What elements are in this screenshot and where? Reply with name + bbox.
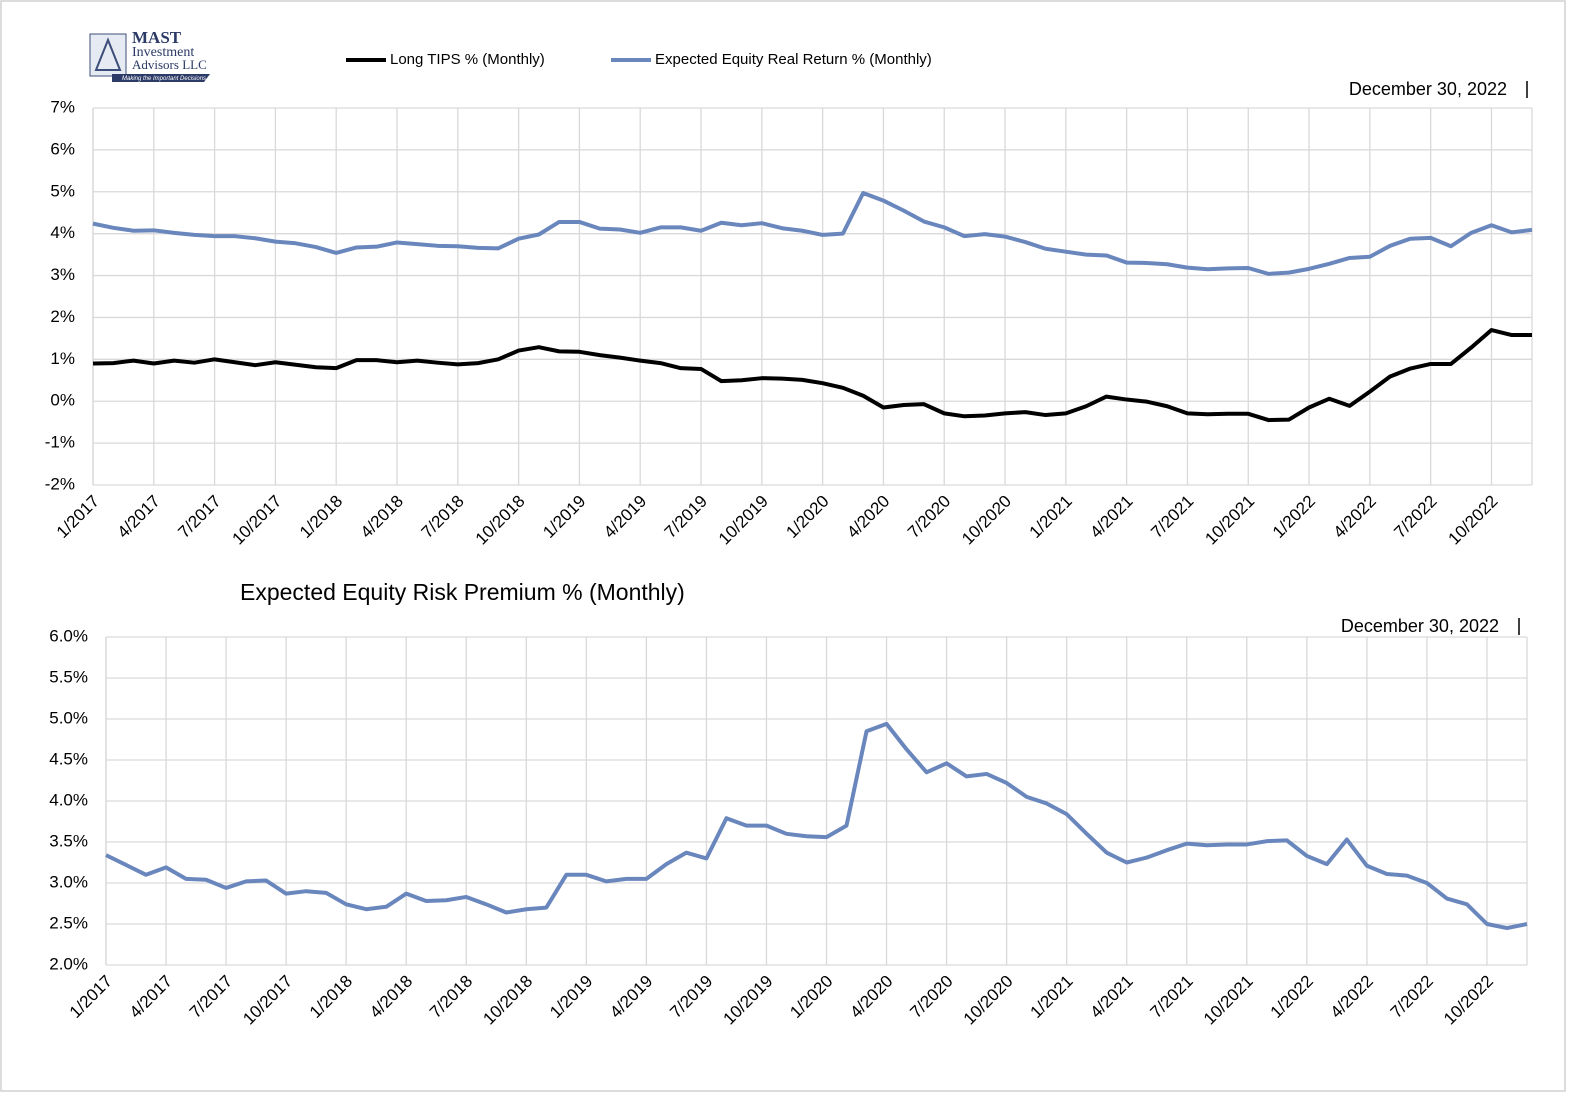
y-tick-label: 5% xyxy=(50,181,75,200)
logo-line: Investment xyxy=(132,45,194,60)
y-tick-label: 5.0% xyxy=(49,708,88,727)
y-tick-label: 2.0% xyxy=(49,954,88,973)
legend-label: Expected Equity Real Return % (Monthly) xyxy=(655,51,932,68)
logo-name: MAST xyxy=(132,28,182,47)
y-tick-label: 0% xyxy=(50,391,75,410)
y-tick-label: 4.0% xyxy=(49,790,88,809)
y-tick-label: 6.0% xyxy=(49,626,88,645)
y-tick-label: -2% xyxy=(45,474,75,493)
logo-ship xyxy=(94,37,122,71)
y-tick-label: -1% xyxy=(45,433,75,452)
logo-tagline: Making the Important Decisions xyxy=(122,76,206,82)
logo-banner xyxy=(112,74,210,82)
annotation: December 30, 2022 xyxy=(1341,616,1499,636)
y-tick-label: 1% xyxy=(50,349,75,368)
y-tick-label: 6% xyxy=(50,139,75,158)
series-line xyxy=(92,328,1532,423)
y-tick-label: 4.5% xyxy=(49,749,88,768)
frame xyxy=(0,0,1566,1092)
logo-line: Advisors LLC xyxy=(132,57,207,72)
chart-title: Expected Equity Risk Premium % (Monthly) xyxy=(240,579,685,605)
y-tick-label: 4% xyxy=(50,223,75,242)
series-line xyxy=(105,721,1528,931)
y-tick-label: 3% xyxy=(50,265,75,284)
y-tick-label: 7% xyxy=(50,97,75,116)
y-tick-label: 3.5% xyxy=(49,831,88,850)
series-line xyxy=(92,191,1533,276)
logo: MAST Investment Advisors LLC Making the … xyxy=(89,28,210,82)
y-tick-label: 5.5% xyxy=(49,667,88,686)
y-tick-label: 3.0% xyxy=(49,872,88,891)
y-tick-label: 2.5% xyxy=(49,913,88,932)
y-tick-label: 2% xyxy=(50,307,75,326)
annotation: December 30, 2022 xyxy=(1349,79,1507,99)
legend-label: Long TIPS % (Monthly) xyxy=(390,51,545,68)
